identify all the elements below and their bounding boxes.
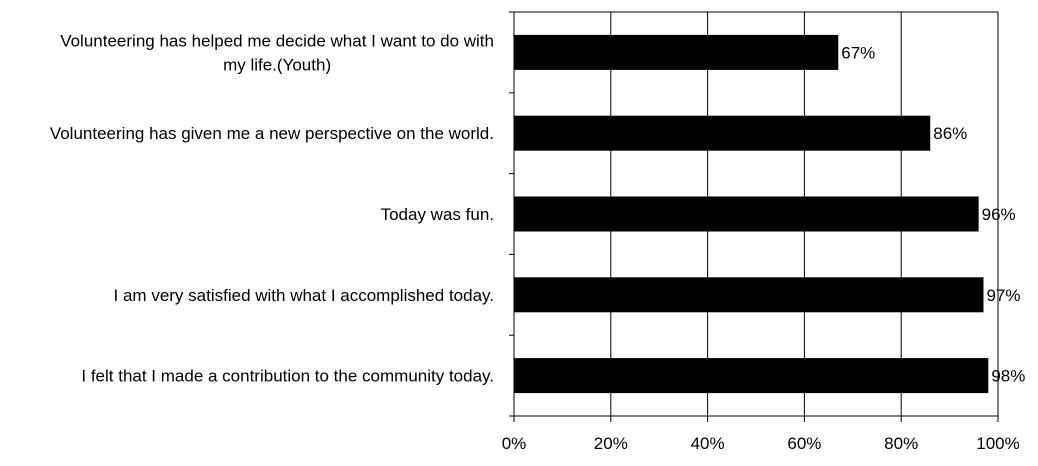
data-label-4: 97% xyxy=(986,286,1020,305)
data-labels: 67% 86% 96% 97% 98% xyxy=(841,43,1025,385)
bar-3 xyxy=(514,196,979,232)
data-label-3: 96% xyxy=(982,205,1016,224)
data-label-5: 98% xyxy=(991,367,1025,386)
data-label-2: 86% xyxy=(933,124,967,143)
x-tick-label-60: 60% xyxy=(787,434,821,453)
x-tick-label-40: 40% xyxy=(691,434,725,453)
data-label-1: 67% xyxy=(841,43,875,62)
category-label-2: Volunteering has given me a new perspect… xyxy=(50,124,494,143)
axes xyxy=(509,11,999,422)
bar-5 xyxy=(514,358,989,394)
category-labels: Volunteering has helped me decide what I… xyxy=(50,31,494,385)
bar-1 xyxy=(514,34,839,70)
x-tick-label-100: 100% xyxy=(976,434,1019,453)
x-tick-label-0: 0% xyxy=(502,434,527,453)
bars xyxy=(514,34,989,394)
category-label-5: I felt that I made a contribution to the… xyxy=(81,367,494,386)
bar-4 xyxy=(514,277,984,313)
bar-2 xyxy=(514,115,931,151)
x-tick-label-80: 80% xyxy=(884,434,918,453)
category-label-1-line-1: Volunteering has helped me decide what I… xyxy=(60,31,494,50)
category-label-3: Today was fun. xyxy=(381,205,494,224)
x-tick-labels: 0% 20% 40% 60% 80% 100% xyxy=(502,434,1020,453)
x-tick-label-20: 20% xyxy=(594,434,628,453)
category-label-4: I am very satisfied with what I accompli… xyxy=(114,286,494,305)
category-label-1-line-2: my life.(Youth) xyxy=(223,55,331,74)
